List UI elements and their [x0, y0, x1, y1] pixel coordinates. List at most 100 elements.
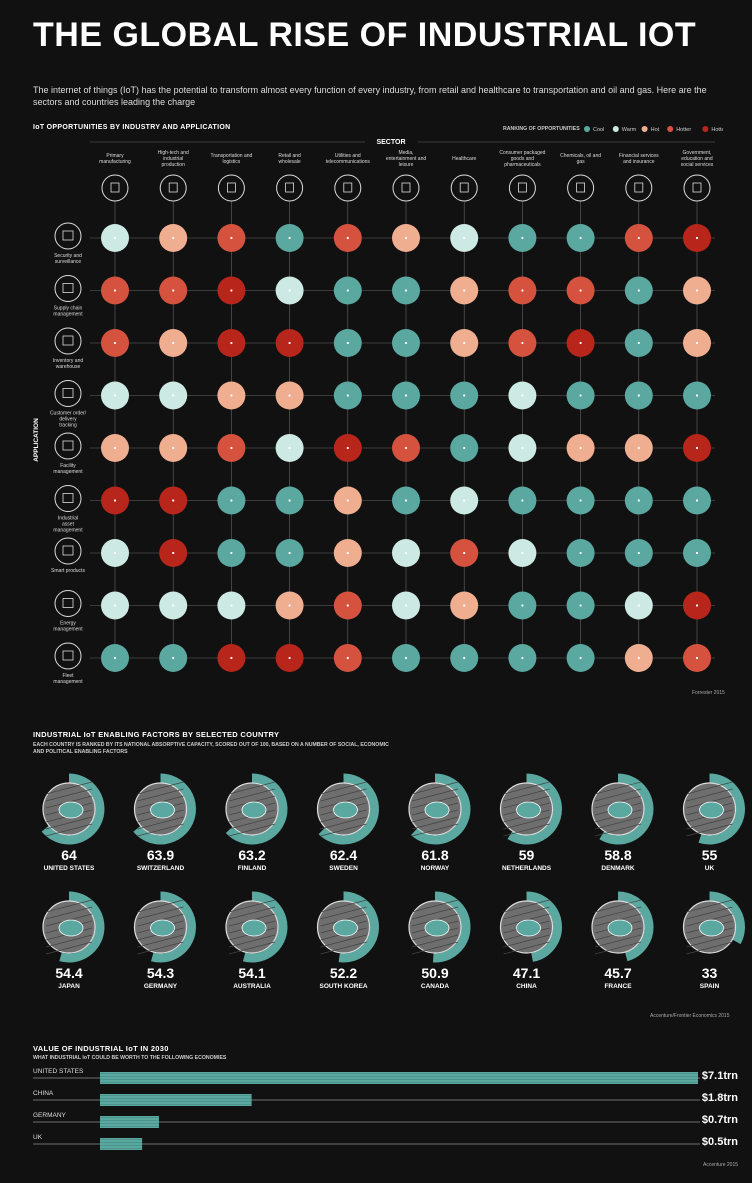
rating-center-dot — [463, 656, 466, 660]
rating-center-dot — [463, 499, 466, 502]
country-rings — [41, 773, 745, 963]
country-score: 54.3 — [146, 965, 175, 981]
globe-hatch — [503, 788, 550, 802]
score-ring-arc — [507, 773, 562, 845]
value-bar-chart — [33, 1072, 700, 1150]
rating-center-dot — [346, 236, 349, 240]
headphones-icon-glyph — [401, 182, 411, 193]
country-shape — [333, 801, 358, 819]
globe-hatch — [228, 823, 276, 837]
globe-hatch — [320, 934, 367, 948]
rating-center-dot — [695, 446, 699, 450]
rating-center-dot — [288, 446, 291, 450]
rating-center-dot — [695, 499, 699, 502]
country-name: FRANCE — [604, 983, 632, 990]
rating-center-dot — [404, 656, 408, 660]
globe-hatch — [228, 906, 276, 920]
application-label-2: Inventory and warehouse — [53, 358, 84, 370]
sector-axis-label: SECTOR — [376, 139, 405, 146]
globe-hatch — [686, 906, 733, 920]
rating-center-dot — [172, 656, 175, 660]
matrix-heading: IoT OPPORTUNITIES BY INDUSTRY AND APPLIC… — [33, 124, 231, 131]
bus-icon — [217, 174, 245, 202]
rating-center-dot — [637, 394, 640, 397]
country-score: 61.8 — [421, 847, 449, 863]
rating-center-dot — [695, 551, 699, 555]
factory-robot-icon-glyph — [168, 182, 178, 193]
country-score: 62.4 — [329, 847, 358, 863]
rating-center-dot — [521, 446, 524, 450]
globe-hatch — [503, 816, 550, 830]
rating-center-dot — [637, 341, 640, 345]
tools-icon — [101, 174, 129, 202]
rating-center-dot — [695, 394, 699, 397]
country-name: UNITED STATES — [43, 865, 95, 872]
camera-icon-glyph — [62, 230, 74, 241]
rating-center-dot — [230, 446, 233, 450]
country-name: NETHERLANDS — [501, 865, 552, 872]
bar-country-label: GERMANY — [33, 1112, 66, 1119]
rating-center-dot — [288, 604, 291, 607]
government-building-icon-glyph — [692, 182, 702, 193]
warehouse-icon — [54, 327, 82, 355]
globe-hatch — [686, 934, 733, 948]
globe-hatch — [411, 788, 459, 802]
rating-center-dot — [521, 551, 524, 555]
bars-heading: VALUE OF INDUSTRIAL IoT IN 2030 — [33, 1044, 169, 1053]
tools-icon-glyph — [110, 182, 120, 193]
globe-hatch — [503, 899, 550, 913]
rating-center-dot — [172, 604, 175, 607]
countries-subheading-1: EACH COUNTRY IS RANKED BY ITS NATIONAL A… — [33, 742, 389, 748]
rating-center-dot — [521, 499, 524, 502]
globe-hatch — [45, 906, 93, 920]
rating-center-dot — [288, 289, 291, 292]
globe-hatch — [320, 899, 367, 913]
rating-center-dot — [463, 604, 466, 607]
globe-hatch — [594, 899, 642, 913]
globe-hatch — [137, 816, 184, 830]
legend-swatch-hottest — [702, 126, 709, 132]
rating-center-dot — [172, 341, 175, 345]
application-label-1: Supply chain management — [53, 306, 83, 318]
government-building-icon — [683, 174, 711, 202]
country-name: CHINA — [516, 983, 537, 990]
application-label-4: Facility management — [53, 463, 83, 475]
application-label-7: Energy management — [53, 621, 83, 633]
telecom-tower-icon — [334, 174, 362, 202]
score-ring-arc — [709, 891, 745, 945]
rating-center-dot — [637, 604, 640, 607]
rating-center-dot — [346, 341, 349, 345]
sector-label-3: Retail and wholesale — [278, 153, 301, 165]
globe-hatch — [137, 781, 184, 795]
pill-icon — [508, 174, 536, 202]
rating-center-dot — [113, 289, 117, 292]
value-bar — [100, 1138, 143, 1150]
rating-center-dot — [521, 656, 524, 660]
rating-center-dot — [404, 499, 408, 502]
country-name: SWITZERLAND — [136, 865, 185, 872]
rating-center-dot — [463, 236, 466, 240]
sector-label-8: Chemicals, oil and gas — [560, 153, 601, 165]
country-score: 50.9 — [421, 965, 449, 981]
globe-hatch — [320, 788, 367, 802]
rating-center-dot — [463, 394, 466, 397]
application-label-3: Customer order/delivery tracking — [50, 411, 87, 429]
value-bar — [100, 1094, 252, 1106]
country-name: FINLAND — [237, 865, 267, 872]
globe-hatch — [228, 934, 276, 948]
rating-center-dot — [346, 289, 349, 292]
globe-hatch — [686, 899, 733, 913]
legend-label-hotter: Hotter — [676, 127, 691, 133]
rating-center-dot — [521, 341, 524, 345]
heart-icon — [450, 174, 478, 202]
rating-center-dot — [637, 499, 640, 502]
rating-center-dot — [288, 551, 291, 555]
globe-hatch — [594, 934, 642, 948]
rating-center-dot — [172, 394, 175, 397]
globe-hatch — [594, 816, 642, 830]
rating-center-dot — [695, 341, 699, 345]
globe-hatch — [686, 788, 733, 802]
rating-center-dot — [288, 341, 291, 345]
rating-center-dot — [579, 656, 582, 660]
rating-center-dot — [346, 499, 349, 502]
